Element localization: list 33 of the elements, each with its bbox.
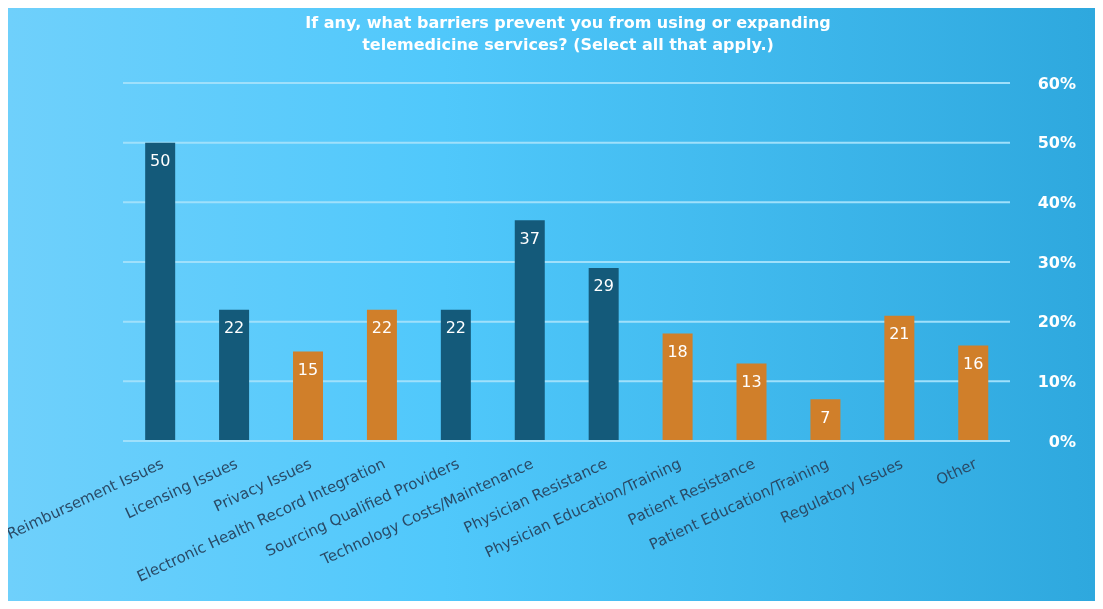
- y-tick-label: 20%: [1037, 312, 1076, 332]
- data-label: 22: [445, 318, 467, 338]
- data-label: 7: [820, 407, 831, 427]
- bar: [810, 399, 841, 441]
- y-tick-label: 40%: [1037, 193, 1076, 213]
- bar: [440, 309, 471, 441]
- data-label: 21: [889, 324, 910, 344]
- bar: [884, 315, 915, 441]
- data-label: 18: [667, 341, 688, 361]
- bar: [958, 345, 989, 441]
- bar: [145, 142, 176, 441]
- y-tick-label: 10%: [1037, 372, 1076, 392]
- y-tick-label: 30%: [1037, 252, 1076, 272]
- bar: [219, 309, 250, 441]
- data-label: 13: [741, 371, 762, 391]
- data-label: 50: [150, 151, 171, 171]
- bar: [366, 309, 397, 441]
- data-label: 22: [371, 318, 393, 338]
- data-label: 15: [297, 359, 319, 379]
- data-label: 29: [593, 276, 614, 296]
- y-tick-label: 60%: [1037, 73, 1076, 93]
- data-label: 37: [519, 228, 540, 248]
- bar: [736, 363, 767, 441]
- bar: [662, 333, 693, 441]
- bar: [588, 267, 619, 441]
- data-label: 16: [963, 353, 984, 373]
- x-tick-label: Other: [933, 454, 981, 489]
- data-label: 22: [223, 318, 245, 338]
- bar: [514, 220, 545, 441]
- chart-title: If any, what barriers prevent you from using or expanding telemedicine services? (Select all that apply.): [304, 12, 832, 56]
- bar: [293, 351, 324, 441]
- y-tick-label: 50%: [1037, 133, 1076, 153]
- y-tick-label: 0%: [1048, 431, 1076, 451]
